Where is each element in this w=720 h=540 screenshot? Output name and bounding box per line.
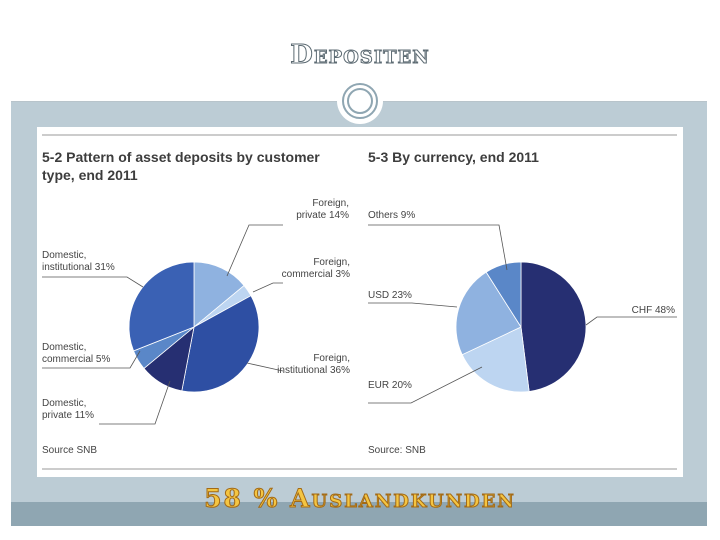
figure-panel: 5-2 Pattern of asset deposits by custome… xyxy=(37,127,683,477)
figure-graphics xyxy=(42,134,677,470)
label-foreign-private: Foreign, private 14% xyxy=(296,198,349,221)
pie-currency xyxy=(455,261,587,393)
leader-line xyxy=(368,302,458,308)
leader-line xyxy=(368,224,508,271)
label-foreign-commercial: Foreign, commercial 3% xyxy=(281,257,350,280)
chart-title-currency: 5-3 By currency, end 2011 xyxy=(368,149,539,165)
pie-slice-others xyxy=(485,261,522,329)
leader-line xyxy=(42,350,141,369)
pie-slice-usd xyxy=(455,271,522,356)
label-domestic-private: Domestic, private 11% xyxy=(42,398,95,421)
pie-slice-foreign-institutional xyxy=(181,295,260,393)
chart-title-customer-type: 5-2 Pattern of asset deposits by custome… xyxy=(42,149,320,183)
leader-line xyxy=(42,276,144,288)
label-domestic-commercial: Domestic, commercial 5% xyxy=(42,342,111,365)
leader-line xyxy=(368,366,483,404)
label-domestic-institutional: Domestic, institutional 31% xyxy=(42,250,115,273)
label-others: Others 9% xyxy=(368,210,416,221)
label-chf: CHF 48% xyxy=(631,305,675,316)
key-takeaway-text: 58 % Auslandkunden xyxy=(204,484,516,514)
pie-slice-eur xyxy=(461,326,530,393)
label-foreign-institutional: Foreign, institutional 36% xyxy=(277,353,350,376)
source-note-currency: Source: SNB xyxy=(368,445,426,456)
pie-slice-foreign-private xyxy=(193,261,245,328)
leader-line xyxy=(585,316,677,326)
label-eur: EUR 20% xyxy=(368,380,412,391)
leader-line xyxy=(252,282,283,293)
pie-slice-chf xyxy=(520,261,587,392)
label-usd: USD 23% xyxy=(368,290,412,301)
leader-line xyxy=(99,380,171,425)
slide-title: Depositen xyxy=(290,40,430,71)
leader-line xyxy=(246,362,284,372)
pie-slice-domestic-institutional xyxy=(128,261,195,352)
leader-line xyxy=(226,224,283,277)
ring-ornament-icon xyxy=(342,83,378,119)
footer-band xyxy=(11,502,707,526)
pie-customer-type xyxy=(128,261,260,393)
source-note-customer-type: Source SNB xyxy=(42,445,98,456)
leader-lines xyxy=(42,224,677,425)
